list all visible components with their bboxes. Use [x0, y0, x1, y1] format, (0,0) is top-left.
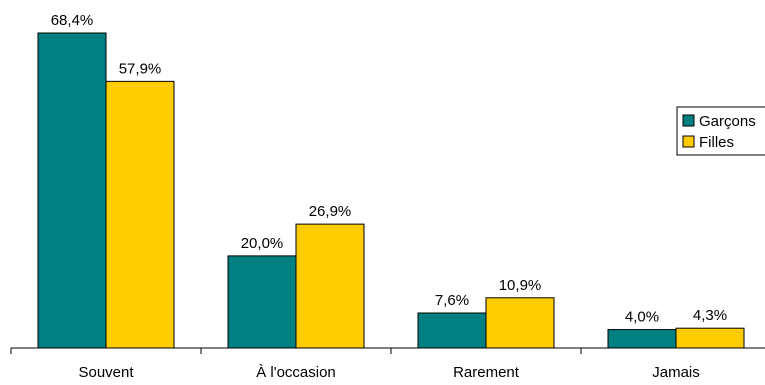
x-tick-label-a-l-occasion: À l'occasion	[256, 364, 336, 380]
data-label-filles-jamais: 4,3%	[693, 307, 727, 324]
legend-box	[676, 106, 765, 156]
data-label-filles-a-l-occasion: 26,9%	[309, 203, 352, 220]
legend-swatch-filles	[682, 135, 695, 148]
data-label-garcons-rarement: 7,6%	[435, 292, 469, 309]
x-tick-label-jamais: Jamais	[652, 364, 700, 380]
data-label-filles-souvent: 57,9%	[119, 60, 162, 77]
bar-filles-souvent	[105, 80, 175, 349]
x-tick-label-rarement: Rarement	[453, 364, 520, 380]
bar-garcons-souvent	[37, 32, 107, 349]
bar-filles-jamais	[675, 327, 745, 349]
bar-filles-a-l-occasion	[295, 223, 365, 349]
data-label-filles-rarement: 10,9%	[499, 277, 542, 294]
bar-filles-rarement	[485, 297, 555, 349]
legend: Garçons Filles	[676, 106, 765, 156]
data-label-garcons-a-l-occasion: 20,0%	[241, 235, 284, 252]
bar-garcons-rarement	[417, 312, 487, 349]
x-tick-label-souvent: Souvent	[78, 364, 134, 380]
data-label-garcons-souvent: 68,4%	[51, 12, 94, 29]
data-label-garcons-jamais: 4,0%	[625, 309, 659, 326]
data-labels-layer: 68,4% 57,9% 20,0% 26,9% 7,6% 10,9% 4,0% 4,3%	[51, 12, 727, 326]
legend-swatch-garcons	[682, 114, 695, 127]
legend-label-garcons: Garçons	[699, 113, 756, 130]
x-axis: Souvent À l'occasion Rarement Jamais	[10, 347, 765, 381]
bar-garcons-jamais	[607, 329, 677, 349]
bars-layer	[37, 32, 745, 349]
bar-garcons-a-l-occasion	[227, 255, 297, 349]
legend-label-filles: Filles	[699, 134, 734, 151]
